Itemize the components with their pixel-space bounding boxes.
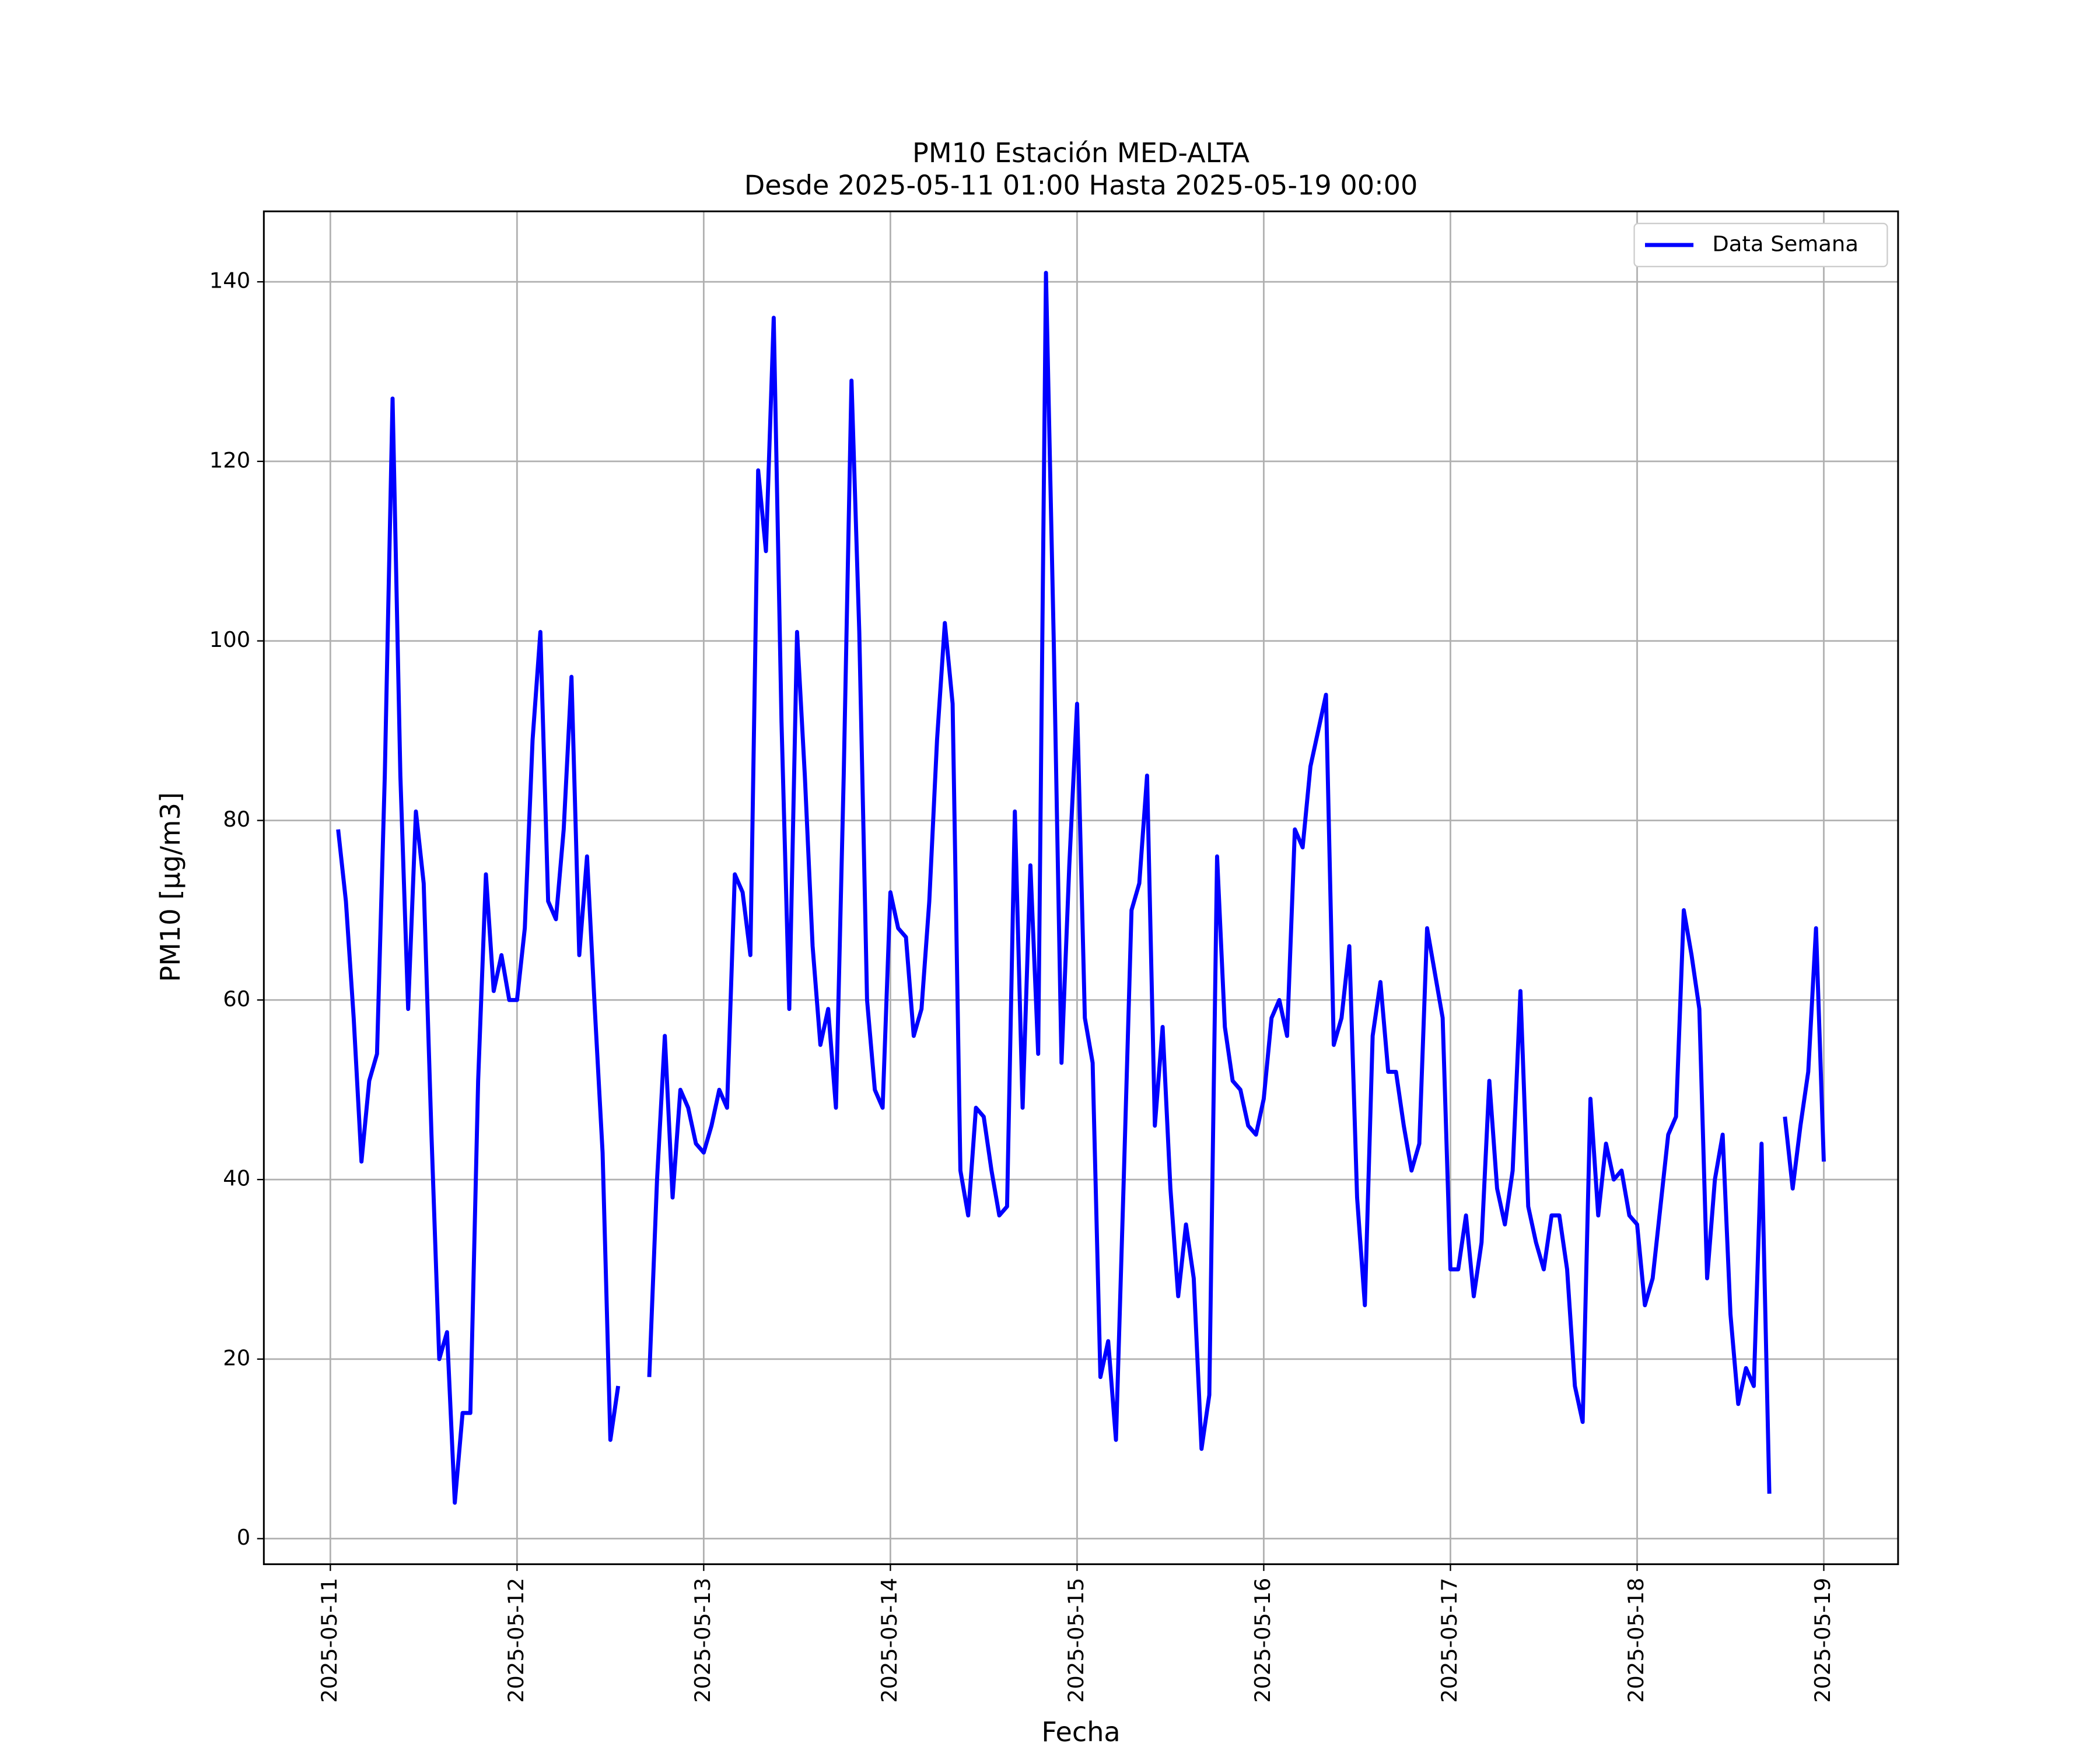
y-tick-label: 120 [209, 447, 250, 473]
legend-box [1633, 222, 1888, 268]
x-tick-label: 2025-05-14 [877, 1578, 902, 1703]
x-tick-label: 2025-05-18 [1623, 1578, 1648, 1703]
y-axis-label: PM10 [μg/m3] [155, 792, 186, 982]
x-tick-label: 2025-05-12 [503, 1578, 528, 1703]
x-tick-label: 2025-05-16 [1250, 1578, 1275, 1703]
x-tick-label: 2025-05-13 [690, 1578, 715, 1703]
chart-subtitle: Desde 2025-05-11 01:00 Hasta 2025-05-19 … [744, 169, 1418, 201]
chart-title: PM10 Estación MED-ALTA [912, 137, 1250, 169]
y-tick-label: 80 [223, 807, 250, 832]
legend-label: Data Semana [1712, 232, 1859, 257]
y-tick-label: 100 [209, 627, 250, 652]
x-tick-label: 2025-05-15 [1063, 1578, 1088, 1703]
plot-frame [262, 210, 1899, 1566]
x-axis-label: Fecha [1041, 1716, 1120, 1748]
y-tick-label: 0 [237, 1525, 250, 1550]
x-tick-label: 2025-05-19 [1810, 1578, 1835, 1703]
y-tick-label: 60 [223, 986, 250, 1012]
y-tick-label: 40 [223, 1166, 250, 1191]
x-tick-label: 2025-05-17 [1437, 1578, 1462, 1703]
y-tick-label: 140 [209, 268, 250, 293]
data-line [336, 271, 1826, 1505]
y-tick-label: 20 [223, 1345, 250, 1370]
x-tick-label: 2025-05-11 [317, 1578, 342, 1703]
